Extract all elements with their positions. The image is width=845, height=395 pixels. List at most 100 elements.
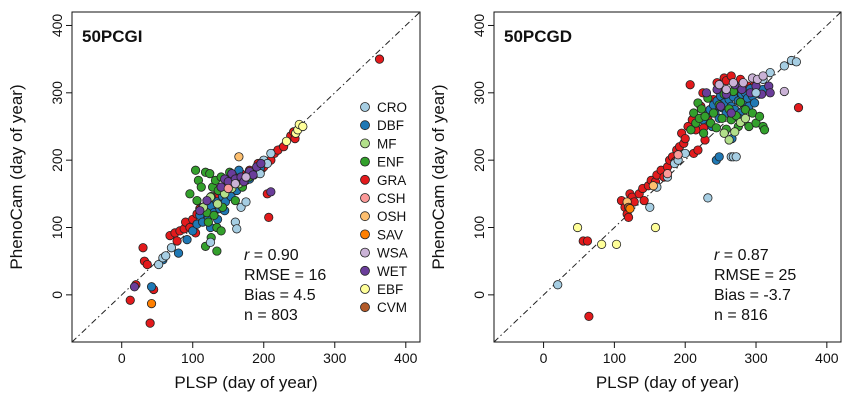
data-point-gra bbox=[138, 243, 148, 253]
data-point-osh bbox=[648, 181, 658, 191]
data-point-enf bbox=[192, 195, 202, 206]
x-tick-label: 100 bbox=[603, 350, 627, 366]
y-tick-label: 200 bbox=[471, 148, 487, 172]
data-point-gra bbox=[374, 54, 385, 64]
data-point-enf bbox=[735, 97, 746, 107]
stat-r: r = 0.87 bbox=[714, 247, 769, 264]
data-point-wet bbox=[195, 206, 205, 216]
y-axis-title: PhenoCam (day of year) bbox=[429, 84, 448, 269]
data-point-cro bbox=[779, 61, 789, 71]
data-point-gra bbox=[582, 236, 593, 246]
stat-rmse: RMSE = 16 bbox=[244, 267, 326, 284]
data-point-csh bbox=[223, 183, 233, 194]
legend-label-mf: MF bbox=[377, 136, 397, 151]
data-point-wsa bbox=[758, 71, 768, 81]
y-tick-label: 100 bbox=[49, 216, 65, 240]
data-point-dbf bbox=[182, 235, 192, 245]
data-point-ebf bbox=[597, 239, 607, 249]
y-tick-label: 200 bbox=[49, 148, 65, 172]
stat-n: n = 803 bbox=[244, 307, 298, 324]
legend-swatch-ebf bbox=[360, 284, 370, 294]
data-point-gra bbox=[584, 311, 594, 322]
legend-label-wsa: WSA bbox=[377, 246, 408, 261]
x-tick-label: 200 bbox=[674, 350, 698, 366]
data-point-enf bbox=[759, 125, 770, 135]
data-point-enf bbox=[689, 108, 699, 118]
legend-label-csh: CSH bbox=[377, 191, 406, 206]
stat-bias: Bias = 4.5 bbox=[244, 287, 316, 304]
data-point-enf bbox=[708, 108, 719, 118]
data-point-dbf bbox=[750, 98, 760, 108]
data-point-wsa bbox=[241, 172, 251, 182]
data-point-gra bbox=[623, 212, 634, 223]
data-point-cro bbox=[241, 197, 251, 207]
data-point-wsa bbox=[728, 78, 738, 88]
legend-swatch-osh bbox=[360, 211, 370, 222]
panel-label: 50PCGD bbox=[504, 27, 572, 46]
legend-label-sav: SAV bbox=[377, 227, 403, 242]
data-point-cro bbox=[553, 280, 563, 290]
data-point-enf bbox=[230, 195, 240, 206]
panel-label: 50PCGI bbox=[82, 27, 142, 46]
data-point-gra bbox=[172, 236, 182, 246]
legend-label-ebf: EBF bbox=[377, 282, 403, 297]
legend-swatch-cvm bbox=[360, 302, 370, 313]
data-point-cro bbox=[751, 88, 761, 98]
data-point-gra bbox=[142, 259, 152, 270]
data-point-gra bbox=[685, 80, 695, 90]
y-tick-label: 400 bbox=[471, 14, 487, 38]
x-tick-label: 0 bbox=[118, 350, 126, 366]
y-axis-title: PhenoCam (day of year) bbox=[7, 84, 26, 269]
data-point-ebf bbox=[281, 136, 292, 146]
data-point-cro bbox=[791, 57, 801, 67]
y-tick-label: 0 bbox=[49, 291, 65, 299]
panel-2: 0 100 200 300 400 0 100 200 300 400 PLSP (day of y… bbox=[429, 11, 842, 392]
legend-swatch-enf bbox=[360, 156, 370, 167]
data-point-enf bbox=[700, 111, 710, 121]
data-point-enf bbox=[185, 189, 195, 199]
y-tick-label: 100 bbox=[471, 216, 487, 240]
data-point-csh bbox=[662, 169, 673, 179]
data-point-sav bbox=[625, 204, 635, 214]
plot-frame bbox=[71, 11, 421, 343]
data-point-ebf bbox=[572, 222, 583, 233]
data-point-mf bbox=[724, 135, 734, 145]
data-point-wsa bbox=[714, 80, 724, 90]
data-point-cro bbox=[154, 259, 164, 270]
data-point-wet bbox=[266, 187, 276, 197]
legend-swatch-wet bbox=[360, 265, 370, 276]
legend-label-cro: CRO bbox=[377, 100, 407, 115]
data-point-enf bbox=[696, 104, 707, 114]
data-point-cro bbox=[645, 202, 655, 212]
data-point-wsa bbox=[230, 179, 240, 189]
x-axis-title: PLSP (day of year) bbox=[596, 373, 739, 392]
data-point-gra bbox=[145, 318, 155, 328]
data-point-dbf bbox=[146, 282, 157, 292]
data-points bbox=[125, 54, 385, 328]
plot-frame bbox=[493, 11, 842, 343]
x-axis-title: PLSP (day of year) bbox=[174, 373, 317, 392]
x-tick-label: 300 bbox=[744, 350, 768, 366]
x-tick-label: 0 bbox=[540, 350, 548, 366]
data-point-mf bbox=[730, 127, 740, 137]
data-point-cro bbox=[205, 237, 216, 247]
stat-bias: Bias = -3.7 bbox=[714, 287, 791, 304]
panel-1: 0 100 200 300 400 0 100 200 300 400 PLSP (day of y… bbox=[7, 11, 421, 392]
legend-label-wet: WET bbox=[377, 264, 407, 279]
data-point-enf bbox=[209, 210, 219, 220]
data-point-csh bbox=[673, 150, 683, 160]
legend-swatch-gra bbox=[360, 174, 370, 185]
data-point-enf bbox=[190, 165, 201, 175]
y-tick-label: 300 bbox=[49, 81, 65, 105]
data-point-enf bbox=[717, 113, 727, 124]
data-point-cro bbox=[161, 251, 171, 261]
data-point-wet bbox=[726, 108, 736, 118]
data-point-ebf bbox=[298, 121, 308, 132]
x-tick-label: 400 bbox=[815, 350, 839, 366]
data-point-wet bbox=[701, 88, 712, 98]
x-tick-label: 300 bbox=[323, 350, 347, 366]
legend-swatch-mf bbox=[360, 138, 370, 149]
data-points bbox=[553, 55, 804, 322]
data-point-gra bbox=[125, 295, 135, 305]
